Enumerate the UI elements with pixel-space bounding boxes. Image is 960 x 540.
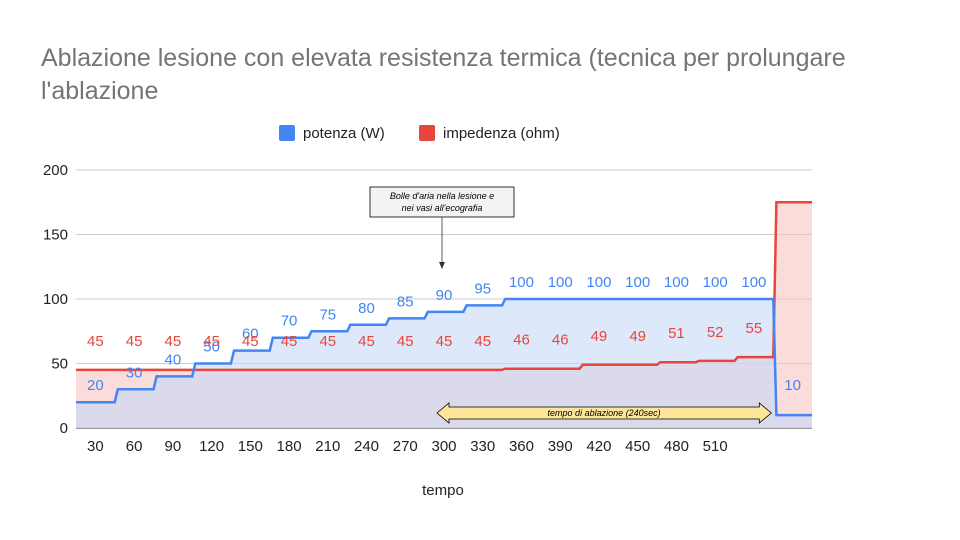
x-tick-label: 240 bbox=[354, 438, 379, 455]
data-label-potenza: 90 bbox=[436, 287, 453, 304]
x-tick-label: 150 bbox=[238, 438, 263, 455]
y-tick-label: 50 bbox=[51, 356, 68, 373]
data-label-potenza: 100 bbox=[741, 274, 766, 291]
data-label-impedenza: 45 bbox=[436, 333, 453, 350]
x-tick-label: 210 bbox=[315, 438, 340, 455]
data-label-potenza: 30 bbox=[126, 364, 143, 381]
data-label-potenza: 85 bbox=[397, 293, 414, 310]
annotation-text-line-1: Bolle d'aria nella lesione e bbox=[390, 191, 494, 201]
data-label-potenza: 100 bbox=[625, 274, 650, 291]
data-label-potenza: 100 bbox=[586, 274, 611, 291]
data-label-impedenza: 45 bbox=[474, 333, 491, 350]
annotation-arrowhead bbox=[439, 262, 445, 269]
annotation-text-line-2: nei vasi all'ecografia bbox=[402, 203, 483, 213]
legend-label-impedenza: impedenza (ohm) bbox=[443, 125, 560, 142]
x-tick-label: 30 bbox=[87, 438, 104, 455]
series-line-potenza bbox=[76, 297, 812, 417]
data-label-potenza: 60 bbox=[242, 326, 259, 343]
y-axis: 0 50 100 150 200 bbox=[43, 162, 68, 437]
legend-swatch-potenza bbox=[279, 125, 295, 141]
data-label-potenza: 80 bbox=[358, 300, 375, 317]
x-tick-label: 390 bbox=[548, 438, 573, 455]
data-label-impedenza: 52 bbox=[707, 324, 724, 341]
data-label-potenza: 100 bbox=[703, 274, 728, 291]
data-label-impedenza: 49 bbox=[629, 328, 646, 345]
data-label-potenza: 10 bbox=[784, 377, 801, 394]
annotation-box bbox=[369, 186, 515, 218]
annotations: Bolle d'aria nella lesione e nei vasi al… bbox=[369, 186, 772, 424]
x-tick-label: 510 bbox=[703, 438, 728, 455]
legend-swatch-impedenza bbox=[419, 125, 435, 141]
x-tick-label: 450 bbox=[625, 438, 650, 455]
series-line-impedenza bbox=[76, 201, 812, 372]
double-arrow-label: tempo di ablazione (240sec) bbox=[548, 408, 661, 418]
x-axis: 30 60 90 120 150 180 210 240 270 300 330 360 390 420 4… bbox=[87, 438, 728, 455]
x-tick-label: 420 bbox=[586, 438, 611, 455]
x-tick-label: 180 bbox=[277, 438, 302, 455]
data-label-impedenza: 46 bbox=[552, 332, 569, 349]
data-label-impedenza: 45 bbox=[203, 333, 220, 350]
data-label-impedenza: 46 bbox=[513, 332, 530, 349]
x-tick-label: 120 bbox=[199, 438, 224, 455]
legend-label-potenza: potenza (W) bbox=[303, 125, 385, 142]
legend: potenza (W) impedenza (ohm) bbox=[279, 125, 560, 142]
x-axis-title: tempo bbox=[422, 482, 464, 499]
y-tick-label: 100 bbox=[43, 291, 68, 308]
data-label-impedenza: 51 bbox=[668, 325, 685, 342]
data-label-potenza: 70 bbox=[281, 313, 298, 330]
x-tick-label: 330 bbox=[470, 438, 495, 455]
x-tick-label: 270 bbox=[393, 438, 418, 455]
y-tick-label: 150 bbox=[43, 227, 68, 244]
data-labels: 20 30 40 50 60 70 75 80 85 90 95 100 100 100 100 100 100… bbox=[87, 274, 801, 394]
x-tick-label: 480 bbox=[664, 438, 689, 455]
series-area-potenza bbox=[76, 299, 812, 428]
data-label-impedenza: 45 bbox=[281, 333, 298, 350]
data-label-potenza: 50 bbox=[203, 339, 220, 356]
data-label-impedenza: 45 bbox=[358, 333, 375, 350]
series-lines bbox=[76, 201, 812, 417]
annotation-bubbles: Bolle d'aria nella lesione e nei vasi al… bbox=[369, 186, 515, 269]
data-label-impedenza: 55 bbox=[746, 320, 763, 337]
data-label-impedenza: 45 bbox=[397, 333, 414, 350]
data-label-impedenza: 49 bbox=[591, 328, 608, 345]
annotation-ablation-time: tempo di ablazione (240sec) bbox=[436, 402, 772, 424]
x-tick-label: 300 bbox=[431, 438, 456, 455]
data-label-impedenza: 45 bbox=[164, 333, 181, 350]
data-label-impedenza: 45 bbox=[319, 333, 336, 350]
data-label-impedenza: 45 bbox=[87, 333, 104, 350]
y-tick-label: 0 bbox=[60, 420, 68, 437]
chart-title: Ablazione lesione con elevata resistenza… bbox=[41, 44, 846, 105]
data-label-impedenza: 45 bbox=[242, 333, 259, 350]
data-label-potenza: 100 bbox=[509, 274, 534, 291]
y-tick-label: 200 bbox=[43, 162, 68, 179]
double-arrow bbox=[436, 402, 772, 424]
x-tick-label: 360 bbox=[509, 438, 534, 455]
data-label-potenza: 100 bbox=[548, 274, 573, 291]
data-label-impedenza: 45 bbox=[126, 333, 143, 350]
x-tick-label: 60 bbox=[126, 438, 143, 455]
x-tick-label: 90 bbox=[164, 438, 181, 455]
data-label-potenza: 40 bbox=[164, 351, 181, 368]
data-label-potenza: 20 bbox=[87, 377, 104, 394]
data-label-potenza: 95 bbox=[474, 280, 491, 297]
series-areas bbox=[76, 202, 812, 428]
data-label-potenza: 75 bbox=[319, 306, 336, 323]
data-label-potenza: 100 bbox=[664, 274, 689, 291]
